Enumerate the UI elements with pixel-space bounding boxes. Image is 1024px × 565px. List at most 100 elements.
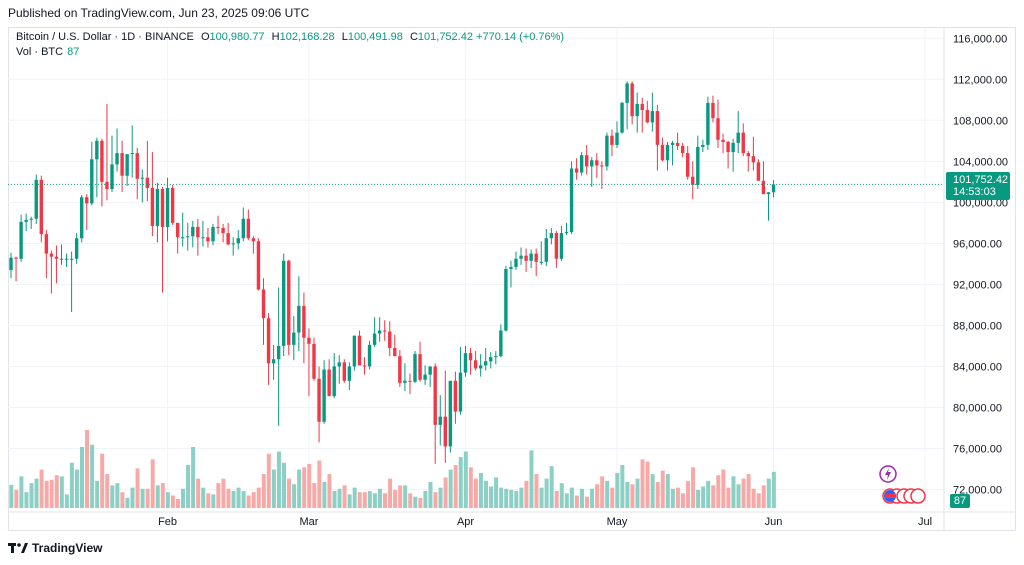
volume-bar (14, 489, 19, 508)
volume-bar (494, 477, 499, 508)
candle (706, 96, 710, 151)
candle-body (574, 168, 579, 173)
volume-bar (100, 453, 105, 508)
candle (509, 260, 513, 288)
candle-body (771, 184, 776, 193)
volume-price-tag: 87 (950, 494, 970, 508)
candle (478, 354, 483, 377)
candle (731, 138, 735, 172)
candle-body (393, 347, 397, 357)
flag-event-marker (910, 488, 926, 504)
candle (155, 182, 160, 243)
volume-bar (145, 488, 150, 508)
candle (468, 347, 473, 375)
candle-body (423, 374, 427, 380)
candles (9, 81, 776, 464)
x-tick-label: Mar (299, 516, 318, 528)
candle-body (372, 333, 377, 345)
volume-bar (549, 466, 554, 508)
candle-body (711, 102, 715, 119)
candle (670, 140, 675, 166)
candle-body (478, 365, 483, 369)
volume-bar (105, 474, 110, 508)
volume-bar (165, 492, 170, 508)
volume-bar (362, 492, 367, 508)
volume-bar (600, 476, 605, 508)
candle-body (170, 187, 175, 223)
volume-bar (246, 495, 251, 508)
y-tick-label: 116,000.00 (953, 33, 1007, 45)
candle-body (266, 318, 271, 364)
candle-body (554, 233, 559, 259)
candle (640, 97, 644, 133)
candle-body (761, 180, 766, 195)
candle-body (529, 253, 533, 261)
volume-bar (388, 478, 393, 508)
symbol-name[interactable]: Bitcoin / U.S. Dollar · 1D · BINANCE (16, 31, 194, 43)
candle-body (135, 153, 139, 179)
volume-bar (342, 485, 347, 508)
candle-body (352, 335, 357, 367)
candle (29, 216, 33, 230)
volume-bar (736, 484, 741, 508)
candle-body (564, 232, 569, 234)
candle (90, 141, 94, 206)
candle-body (317, 378, 321, 422)
candle (302, 292, 306, 364)
volume-bar (95, 480, 100, 508)
candle (630, 81, 634, 125)
y-tick-label: 100,000.00 (953, 197, 1008, 209)
volume-bar (489, 486, 494, 508)
volume-bar (529, 450, 534, 508)
candle-body (165, 187, 170, 227)
volume-bar (393, 489, 398, 508)
candle (170, 184, 175, 225)
tradingview-logo-icon (8, 543, 28, 553)
volume-bar (625, 482, 630, 508)
x-tick-label: Apr (457, 516, 474, 528)
volume-bar (650, 474, 655, 508)
volume-label[interactable]: Vol · BTC (16, 46, 64, 58)
y-tick-label: 112,000.00 (953, 74, 1007, 86)
x-tick-label: Jun (765, 516, 783, 528)
candle (69, 251, 74, 313)
candle-body (463, 353, 468, 373)
candle-body (110, 164, 114, 190)
volume-bar (226, 488, 231, 508)
candle (120, 140, 124, 193)
candle-body (443, 416, 447, 447)
candle-body (246, 218, 251, 239)
volume-bar (302, 467, 307, 508)
volume-bar (433, 492, 438, 508)
candle-body (34, 179, 38, 219)
candle (327, 359, 331, 397)
candle-body (115, 153, 119, 165)
candle-body (85, 197, 89, 204)
volume-bar (484, 480, 488, 508)
volume-bar (691, 467, 696, 508)
volume-bar (372, 493, 377, 508)
candle (322, 360, 326, 424)
candle (74, 233, 79, 264)
volume-bar (751, 488, 756, 508)
candle-body (418, 354, 422, 380)
candle (276, 287, 281, 426)
candle-body (534, 253, 538, 262)
volume-bar (524, 480, 529, 508)
candle-body (130, 153, 134, 155)
candle (615, 121, 619, 148)
candle (726, 140, 730, 169)
candle-body (150, 187, 155, 226)
candle-body (494, 356, 498, 358)
candle-body (120, 153, 124, 176)
candle (125, 154, 129, 186)
footer-brand[interactable]: TradingView (8, 541, 102, 555)
candle-body (221, 227, 225, 234)
volume-bar (367, 491, 372, 508)
volume-bar (731, 476, 736, 508)
volume-bar (574, 495, 579, 508)
candle (342, 359, 346, 383)
volume-bar (726, 487, 731, 508)
candle-body (736, 132, 740, 143)
